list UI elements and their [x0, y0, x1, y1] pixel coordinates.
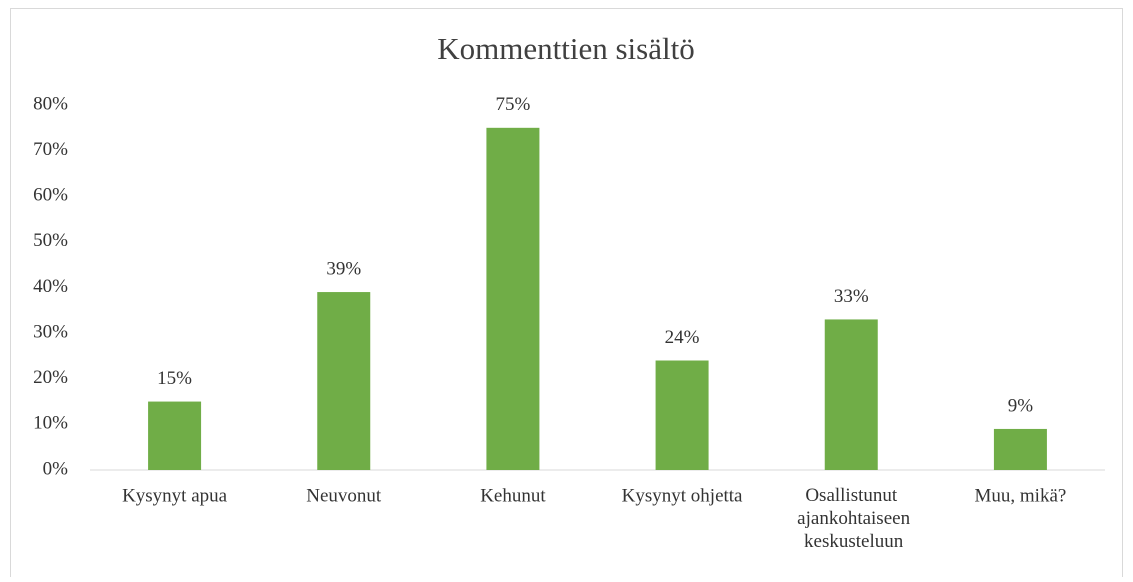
bar: [993, 428, 1047, 470]
x-tick-label: Kehunut: [480, 485, 546, 506]
y-tick-label: 80%: [33, 93, 68, 114]
x-tick-label: Kysynyt apua: [122, 485, 228, 506]
y-tick-label: 70%: [33, 139, 68, 160]
data-label: 24%: [665, 327, 700, 348]
data-label: 33%: [834, 286, 869, 307]
bar: [486, 127, 540, 470]
bar: [824, 319, 878, 470]
data-label: 9%: [1008, 395, 1034, 416]
y-tick-label: 50%: [33, 230, 68, 251]
y-tick-label: 10%: [33, 413, 68, 434]
data-label: 15%: [157, 368, 192, 389]
x-tick-label: Kysynyt ohjetta: [622, 485, 743, 506]
bar: [317, 292, 371, 470]
y-tick-label: 40%: [33, 276, 68, 297]
chart-title: Kommenttien sisältö: [437, 31, 694, 66]
x-tick-label: Osallistunut ajankohtaiseen keskusteluun: [792, 485, 910, 552]
y-tick-label: 0%: [43, 458, 69, 479]
data-label: 75%: [496, 94, 531, 115]
y-tick-label: 60%: [33, 185, 68, 206]
x-tick-label: Neuvonut: [306, 485, 382, 506]
y-tick-label: 20%: [33, 367, 68, 388]
chart-frame: [10, 8, 1123, 582]
bar: [148, 401, 202, 470]
y-tick-label: 30%: [33, 321, 68, 342]
bar: [655, 360, 709, 470]
x-tick-label: Muu, mikä?: [975, 485, 1067, 506]
data-label: 39%: [326, 258, 361, 279]
